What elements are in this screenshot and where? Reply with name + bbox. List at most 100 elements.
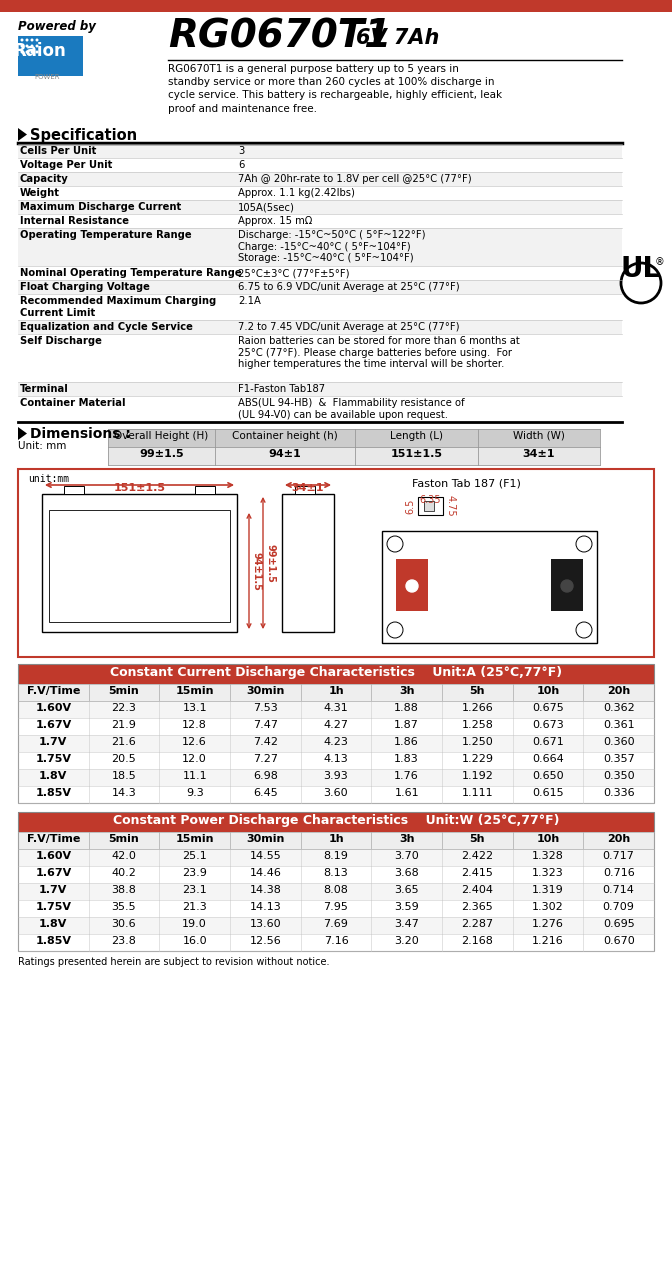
Bar [64,486,84,494]
Text: Raion batteries can be stored for more than 6 months at
25°C (77°F). Please char: Raion batteries can be stored for more t… [238,335,519,369]
Text: 1.7V: 1.7V [39,884,67,895]
Bar [18,664,654,803]
Text: 10h: 10h [536,835,560,844]
Text: 14.13: 14.13 [249,902,281,911]
Text: 6.5: 6.5 [405,498,415,513]
Text: Unit: mm: Unit: mm [18,442,67,451]
Text: 7.16: 7.16 [324,936,348,946]
Text: 1.85V: 1.85V [36,936,71,946]
Text: 3.70: 3.70 [394,851,419,861]
Text: 2.415: 2.415 [462,868,493,878]
Circle shape [21,38,24,41]
Text: 30.6: 30.6 [112,919,136,929]
Text: 1.7V: 1.7V [39,737,67,748]
Bar [0,0,672,12]
Text: 7.27: 7.27 [253,754,278,764]
Text: Overall Height (H): Overall Height (H) [114,431,208,442]
Text: 6.35: 6.35 [419,495,441,506]
Bar [108,447,600,465]
Text: 4.31: 4.31 [324,703,348,713]
Text: F1-Faston Tab187: F1-Faston Tab187 [238,384,325,394]
Bar [18,468,654,657]
Text: 7.47: 7.47 [253,719,278,730]
Text: 105A(5sec): 105A(5sec) [238,202,295,212]
Text: 30min: 30min [246,686,284,696]
Circle shape [561,580,573,591]
Text: 12.8: 12.8 [182,719,207,730]
Circle shape [30,50,34,54]
Text: 25.1: 25.1 [182,851,207,861]
Text: 2.365: 2.365 [462,902,493,911]
Bar [49,509,230,622]
Text: 1.111: 1.111 [462,788,493,797]
Text: Float Charging Voltage: Float Charging Voltage [20,282,150,292]
Text: 1.8V: 1.8V [39,771,67,781]
Text: 0.357: 0.357 [603,754,634,764]
Text: Container Material: Container Material [20,398,126,408]
Text: Dimensions :: Dimensions : [30,428,131,442]
Text: 3.68: 3.68 [394,868,419,878]
Bar [282,494,334,632]
Text: 14.3: 14.3 [112,788,136,797]
Text: Operating Temperature Range: Operating Temperature Range [20,230,192,241]
Text: 3h: 3h [399,835,415,844]
Text: 151±1.5: 151±1.5 [390,449,442,460]
Text: 1.85V: 1.85V [36,788,71,797]
Text: Powered by: Powered by [18,20,96,33]
Text: 0.650: 0.650 [532,771,564,781]
Text: 4.13: 4.13 [324,754,348,764]
Circle shape [26,45,28,47]
Text: Weight: Weight [20,188,60,198]
Text: 1.88: 1.88 [394,703,419,713]
Text: 12.6: 12.6 [182,737,207,748]
Text: Constant Power Discharge Characteristics    Unit:W (25°C,77°F): Constant Power Discharge Characteristics… [113,814,559,827]
Bar [64,486,84,494]
Text: ABS(UL 94-HB)  &  Flammability resistance of
(UL 94-V0) can be available upon re: ABS(UL 94-HB) & Flammability resistance … [238,398,464,420]
Text: 6.98: 6.98 [253,771,278,781]
Text: 0.671: 0.671 [532,737,564,748]
Text: Length (L): Length (L) [390,431,443,442]
Text: 2.168: 2.168 [462,936,493,946]
Bar [18,280,622,294]
Text: 7.69: 7.69 [323,919,349,929]
Text: 0.673: 0.673 [532,719,564,730]
Text: 1h: 1h [328,686,344,696]
Text: Approx. 1.1 kg(2.42lbs): Approx. 1.1 kg(2.42lbs) [238,188,355,198]
Bar [418,497,443,515]
Text: 5min: 5min [109,686,139,696]
Bar [18,334,622,381]
Text: 3.47: 3.47 [394,919,419,929]
Text: 1.229: 1.229 [462,754,493,764]
Text: 12.56: 12.56 [249,936,281,946]
Text: 0.362: 0.362 [603,703,634,713]
Text: 18.5: 18.5 [112,771,136,781]
Text: 1.67V: 1.67V [35,868,71,878]
Text: 22.3: 22.3 [112,703,136,713]
Bar [18,36,83,76]
Bar [396,559,428,611]
Text: 23.9: 23.9 [182,868,207,878]
Text: 7.53: 7.53 [253,703,278,713]
Text: Self Discharge: Self Discharge [20,335,102,346]
Text: Faston Tab 187 (F1): Faston Tab 187 (F1) [412,479,521,489]
Text: 0.714: 0.714 [603,884,634,895]
Text: 1.61: 1.61 [394,788,419,797]
Text: 8.08: 8.08 [323,884,349,895]
Text: 1h: 1h [328,835,344,844]
Bar [382,531,597,643]
Text: 1.216: 1.216 [532,936,564,946]
Bar [18,664,654,684]
Text: 12.0: 12.0 [182,754,207,764]
Text: RG0670T1: RG0670T1 [168,18,391,56]
Text: 1.75V: 1.75V [36,902,71,911]
Text: Terminal: Terminal [20,384,69,394]
Text: Discharge: -15°C~50°C ( 5°F~122°F)
Charge: -15°C~40°C ( 5°F~104°F)
Storage: -15°: Discharge: -15°C~50°C ( 5°F~122°F) Charg… [238,230,425,264]
Text: 1.323: 1.323 [532,868,564,878]
Text: 1.276: 1.276 [532,919,564,929]
Text: 2.422: 2.422 [461,851,493,861]
Text: 7.2 to 7.45 VDC/unit Average at 25°C (77°F): 7.2 to 7.45 VDC/unit Average at 25°C (77… [238,323,460,332]
Text: 6V 7Ah: 6V 7Ah [356,28,439,47]
Bar [18,266,622,280]
Bar [18,143,622,157]
Text: unit:mm: unit:mm [28,474,69,484]
